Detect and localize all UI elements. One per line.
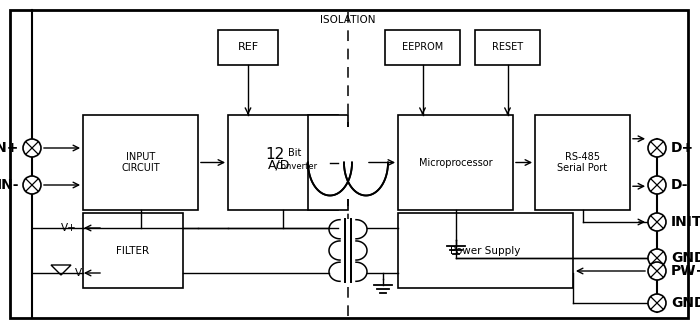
Text: PW+: PW+ [671,264,700,278]
Circle shape [648,139,666,157]
Circle shape [648,213,666,231]
Bar [83,115,198,210]
Bar [475,30,540,65]
Text: GND: GND [671,296,700,310]
Circle shape [23,176,41,194]
Bar [308,115,348,210]
Text: RS-485
Serial Port: RS-485 Serial Port [557,152,608,173]
Text: Converter: Converter [276,162,318,171]
Circle shape [648,176,666,194]
Text: A/D: A/D [268,158,290,171]
Text: IN+: IN+ [0,141,19,155]
Bar [345,218,351,282]
Bar [398,213,573,288]
Text: D-: D- [671,178,689,192]
Text: 12: 12 [265,147,285,162]
Text: REF: REF [237,43,258,52]
Text: INIT: INIT [671,215,700,229]
Text: INPUT
CIRCUIT: INPUT CIRCUIT [121,152,160,173]
Bar [218,30,278,65]
Bar [535,115,630,210]
Bar [228,115,338,210]
Text: FILTER: FILTER [116,246,150,255]
Text: RESET: RESET [492,43,523,52]
Text: IN-: IN- [0,178,19,192]
Text: EEPROM: EEPROM [402,43,443,52]
Bar [385,30,460,65]
Bar [398,115,513,210]
Text: Power Supply: Power Supply [450,246,521,255]
Text: Bit: Bit [288,148,302,157]
Text: D+: D+ [671,141,694,155]
Text: ISOLATION: ISOLATION [321,15,376,25]
Text: GND: GND [671,251,700,265]
Circle shape [648,262,666,280]
Text: V+: V+ [62,223,77,233]
Text: V-: V- [75,268,85,278]
Text: Microprocessor: Microprocessor [419,157,492,168]
Circle shape [23,139,41,157]
Bar [316,126,380,199]
Circle shape [648,294,666,312]
Circle shape [648,249,666,267]
Bar [83,213,183,288]
